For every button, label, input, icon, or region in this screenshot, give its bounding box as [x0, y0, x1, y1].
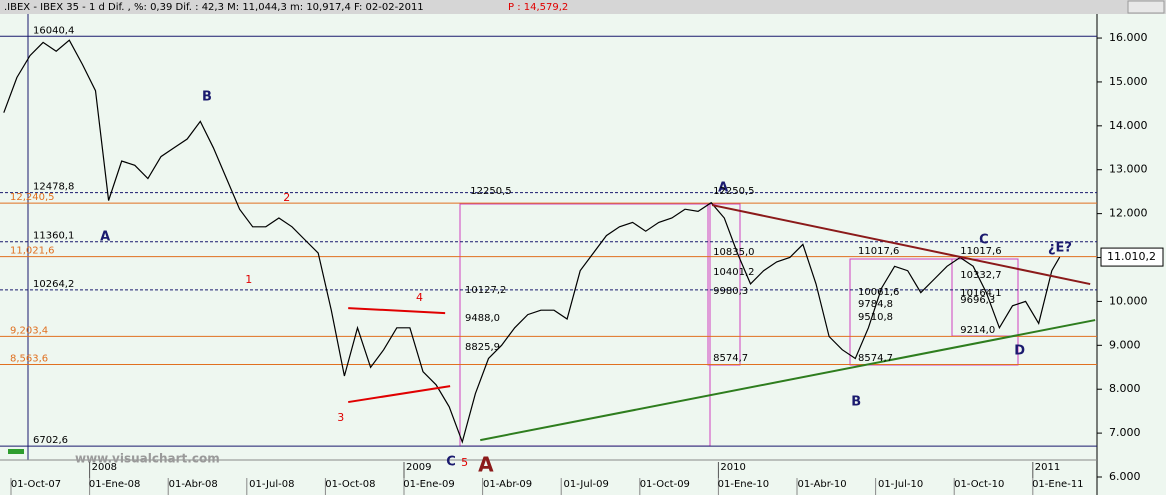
annotation: 12250,5 [470, 186, 511, 197]
trend-line [480, 319, 1096, 442]
x-tick-label: 01-Oct-10 [954, 479, 1004, 490]
level-label: 12478,8 [33, 182, 74, 193]
annotation: B [851, 395, 861, 410]
x-tick-label: 01-Ene-09 [403, 479, 454, 490]
y-tick-label: 8.000 [1109, 382, 1141, 395]
y-tick-label: 10.000 [1109, 294, 1148, 307]
annotation: 9488,0 [465, 313, 500, 324]
last-price-box [1100, 247, 1164, 267]
marker [8, 449, 24, 454]
y-tick-label: 12.000 [1109, 207, 1148, 220]
annotation: A [718, 181, 728, 196]
last-price-label: 11.010,2 [1107, 250, 1156, 263]
level-label: 16040,4 [33, 25, 74, 36]
level-label: 12,240,5 [10, 192, 55, 203]
annotation: 8574,7 [858, 353, 893, 364]
x-tick-label: 01-Oct-08 [325, 479, 375, 490]
level-label: 11360,1 [33, 231, 74, 242]
annotation: D [1014, 344, 1025, 359]
level-label: 6702,6 [33, 435, 68, 446]
annotation: 10164,1 [960, 288, 1001, 299]
annotation: 9980,3 [713, 286, 748, 297]
header-price: P : 14,579,2 [508, 2, 568, 13]
y-tick-label: 6.000 [1109, 470, 1141, 483]
x-tick-label: 01-Oct-09 [640, 479, 690, 490]
annotation: 10835,0 [713, 247, 754, 258]
annotation: 10401,2 [713, 267, 754, 278]
x-tick-label: 01-Ene-10 [718, 479, 769, 490]
annotation: 4 [416, 291, 423, 304]
level-label: 11,021,6 [10, 246, 55, 257]
x-tick-label: 01-Jul-08 [249, 479, 294, 490]
y-tick-label: 16.000 [1109, 31, 1148, 44]
annotation: 2 [283, 191, 290, 204]
y-tick-label: 13.000 [1109, 163, 1148, 176]
annotation: 11017,6 [858, 246, 899, 257]
level-label: 10264,2 [33, 279, 74, 290]
trend-line [348, 307, 446, 315]
annotation: A [100, 230, 110, 245]
annotation: 12250,5 [713, 186, 754, 197]
x-tick-label: 01-Oct-07 [11, 479, 61, 490]
annotation: 8574,7 [713, 353, 748, 364]
y-tick-label: 9.000 [1109, 338, 1141, 351]
year-label: 2010 [720, 462, 745, 473]
annotation: ¿E? [1048, 241, 1072, 256]
trend-line [711, 204, 1091, 286]
annotation: 3 [337, 411, 344, 424]
annotation: C [446, 455, 456, 470]
x-tick-label: 01-Abr-10 [797, 479, 846, 490]
year-label: 2011 [1035, 462, 1060, 473]
level-label: 9,203,4 [10, 325, 48, 336]
x-tick-label: 01-Ene-08 [89, 479, 140, 490]
annotation: B [202, 90, 212, 105]
x-tick-label: 01-Jul-09 [564, 479, 609, 490]
annotation: 8825,9 [465, 342, 500, 353]
annotation: 10332,7 [960, 270, 1001, 281]
window-controls[interactable] [1127, 0, 1165, 14]
annotation: 5 [461, 456, 468, 469]
y-tick-label: 14.000 [1109, 119, 1148, 132]
y-tick-label: 7.000 [1109, 426, 1141, 439]
header-bar [0, 0, 1166, 14]
y-tick-label: 15.000 [1109, 75, 1148, 88]
annotation: 10061,6 [858, 287, 899, 298]
annotation: 9510,8 [858, 312, 893, 323]
x-tick-label: 01-Abr-08 [169, 479, 218, 490]
year-label: 2009 [406, 462, 431, 473]
annotation: 9784,8 [858, 299, 893, 310]
annotation: 1 [245, 273, 252, 286]
level-label: 8,563,6 [10, 353, 48, 364]
annotation: 9214,0 [960, 325, 995, 336]
trend-line [348, 385, 451, 404]
x-tick-label: 01-Jul-10 [878, 479, 923, 490]
x-tick-label: 01-Abr-09 [483, 479, 532, 490]
annotation: 11017,6 [960, 246, 1001, 257]
annotation: A [478, 453, 494, 477]
annotation: C [979, 233, 989, 248]
x-tick-label: 01-Ene-11 [1032, 479, 1083, 490]
price-line [3, 39, 1061, 444]
annotation: 10127,2 [465, 285, 506, 296]
watermark: www.visualchart.com [75, 452, 220, 466]
year-label: 2008 [92, 462, 117, 473]
annotation: 9696,3 [960, 295, 995, 306]
header-info: .IBEX - IBEX 35 - 1 d Dif. , %: 0,39 Dif… [4, 2, 424, 13]
